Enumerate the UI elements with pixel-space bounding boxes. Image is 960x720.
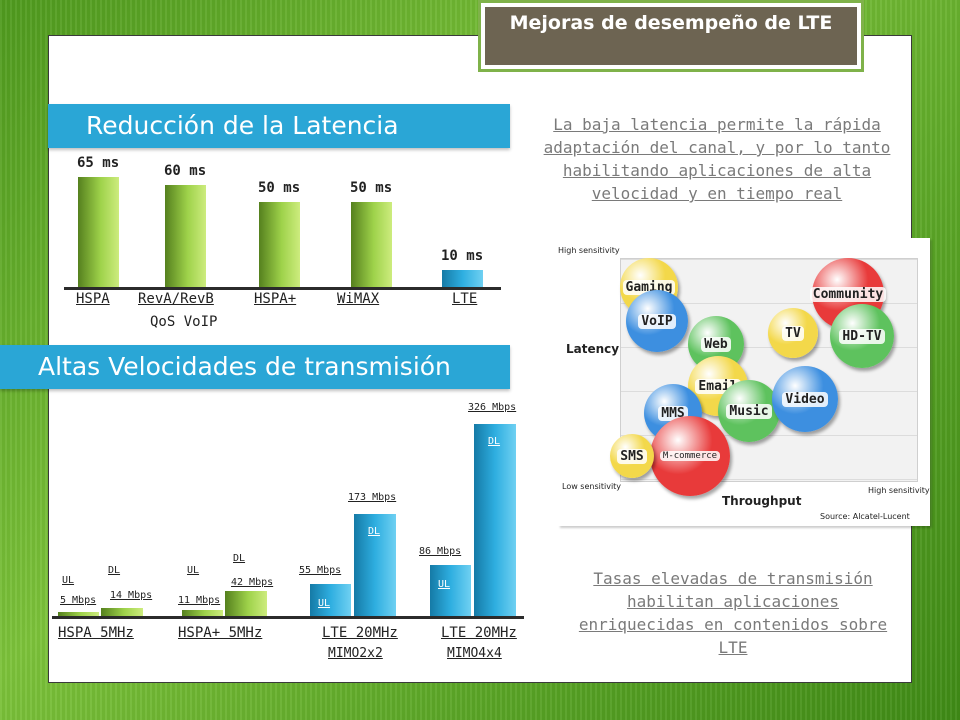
y-high-label: High sensitivity xyxy=(558,246,620,255)
ul-tag: UL xyxy=(318,598,331,609)
slide-title: Mejoras de desempeño de LTE xyxy=(485,7,857,65)
latency-bar xyxy=(78,177,119,287)
latency-category-label: HSPA+ xyxy=(254,291,297,307)
y-axis-label: Latency xyxy=(566,342,620,356)
latency-value-label: 50 ms xyxy=(258,180,301,196)
ul-bar xyxy=(58,612,99,616)
bubble-video: Video xyxy=(772,366,838,432)
bubble-hd-tv: HD-TV xyxy=(830,304,894,368)
latency-bar xyxy=(259,202,300,287)
bubble-label: Web xyxy=(701,336,731,352)
bubble-label: VoIP xyxy=(638,313,676,329)
ul-tag: UL xyxy=(187,565,200,576)
latency-category-label: LTE xyxy=(452,291,478,307)
speed-note: Tasas elevadas de transmisión habilitan … xyxy=(578,569,888,657)
bubble-label: Video xyxy=(782,391,828,407)
latency-banner: Reducción de la Latencia xyxy=(48,104,510,148)
speed-group-label: LTE 20MHz xyxy=(441,625,517,641)
dl-value: 42 Mbps xyxy=(231,577,274,588)
latency-value-label: 10 ms xyxy=(441,248,484,264)
latency-value-label: 60 ms xyxy=(164,163,207,179)
bubble-label: Community xyxy=(809,286,887,302)
bubble-voip: VoIP xyxy=(626,290,688,352)
bubble-label: SMS xyxy=(617,448,647,464)
bubble-tv: TV xyxy=(768,308,818,358)
speed-banner: Altas Velocidades de transmisión xyxy=(0,345,510,389)
source-label: Source: Alcatel-Lucent xyxy=(820,512,910,521)
x-axis-label: Throughput xyxy=(722,494,802,508)
speed-group-label: HSPA 5MHz xyxy=(58,625,134,641)
speed-group-label-line2: MIMO2x2 xyxy=(328,646,383,661)
latency-value-label: 65 ms xyxy=(77,155,120,171)
dl-value: 173 Mbps xyxy=(348,492,397,503)
dl-value: 14 Mbps xyxy=(110,590,153,601)
latency-bar xyxy=(165,185,206,287)
ul-tag: UL xyxy=(438,579,451,590)
ul-bar xyxy=(182,610,223,616)
dl-bar xyxy=(474,424,516,616)
x-high-label: High sensitivity xyxy=(868,486,930,495)
latency-bar xyxy=(351,202,392,287)
ul-bar xyxy=(430,565,471,616)
applications-diagram: High sensitivity Latency Low sensitivity… xyxy=(558,238,930,526)
speed-axis xyxy=(52,616,524,619)
dl-bar xyxy=(354,514,396,616)
speed-group-label-line2: MIMO4x4 xyxy=(447,646,502,661)
bubble-m-commerce: M-commerce xyxy=(650,416,730,496)
bubble-label: TV xyxy=(782,325,804,341)
dl-tag: DL xyxy=(108,565,121,576)
latency-note: La baja latencia permite la rápida adapt… xyxy=(543,115,891,203)
bubble-label: M-commerce xyxy=(659,451,721,461)
latency-bar xyxy=(442,270,483,287)
ul-value: 55 Mbps xyxy=(299,565,342,576)
dl-bar xyxy=(101,608,143,616)
latency-value-label: 50 ms xyxy=(350,180,393,196)
speed-group-label: LTE 20MHz xyxy=(322,625,398,641)
dl-bar xyxy=(225,591,267,616)
bubble-label: Music xyxy=(726,403,772,419)
bubble-music: Music xyxy=(718,380,780,442)
latency-category-label: HSPA xyxy=(76,291,110,307)
dl-tag: DL xyxy=(368,526,381,537)
ul-bar xyxy=(310,584,351,616)
latency-category-label: WiMAX xyxy=(337,291,380,307)
y-low-label: Low sensitivity xyxy=(562,482,622,491)
title-box: Mejoras de desempeño de LTE xyxy=(478,0,864,72)
speed-group-label: HSPA+ 5MHz xyxy=(178,625,263,641)
latency-category-label: RevA/RevB xyxy=(138,291,214,307)
latency-axis xyxy=(64,287,501,290)
ul-value: 11 Mbps xyxy=(178,595,221,606)
latency-category-label-line2: QoS VoIP xyxy=(150,314,218,330)
ul-value: 5 Mbps xyxy=(60,595,97,606)
dl-tag: DL xyxy=(233,553,246,564)
ul-tag: UL xyxy=(62,575,75,586)
ul-value: 86 Mbps xyxy=(419,546,462,557)
dl-tag: DL xyxy=(488,436,501,447)
bubble-sms: SMS xyxy=(610,434,654,478)
dl-value: 326 Mbps xyxy=(468,402,517,413)
bubble-label: HD-TV xyxy=(839,328,885,344)
